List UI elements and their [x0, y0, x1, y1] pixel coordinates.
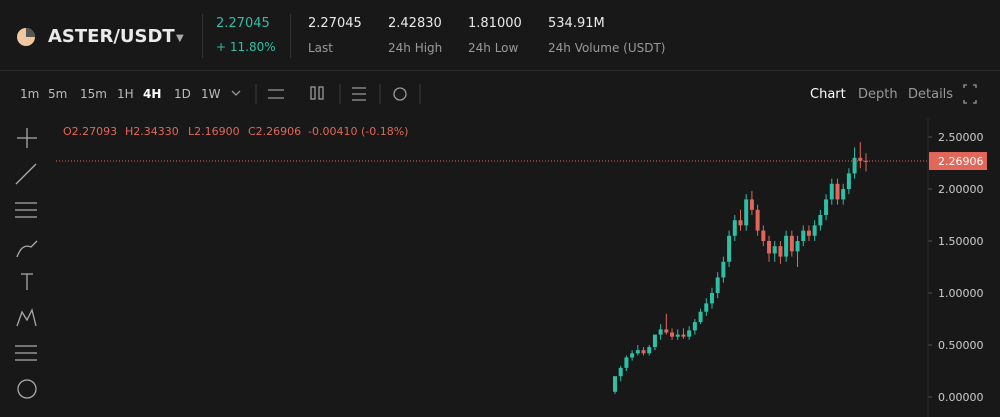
- candle-body: [812, 225, 817, 236]
- legend-close: C2.26906: [248, 125, 301, 138]
- candle-body: [789, 235, 794, 252]
- y-tick-label: 1.00000: [938, 287, 984, 300]
- candle-body: [784, 235, 789, 257]
- candle-body: [709, 293, 714, 304]
- change: + 11.80%: [216, 40, 276, 54]
- interval-button[interactable]: 4H: [143, 87, 162, 101]
- drawing-tools: [15, 128, 38, 399]
- candle-body: [664, 329, 669, 333]
- candle-body: [778, 246, 783, 257]
- candle-body: [670, 332, 675, 337]
- candle-body: [692, 322, 697, 331]
- stat-label: 24h Low: [468, 41, 519, 55]
- y-tick-label: 2.50000: [938, 131, 984, 144]
- stat-value: 534.91M: [548, 16, 605, 31]
- candle-body: [806, 230, 811, 236]
- candle-body: [658, 329, 663, 335]
- y-tick-label: 0.50000: [938, 339, 984, 352]
- candle-body: [652, 334, 657, 348]
- interval-button[interactable]: 5m: [48, 87, 68, 101]
- y-tick-label: 1.50000: [938, 235, 984, 248]
- candle-body: [772, 246, 777, 254]
- stat-label: 24h Volume (USDT): [548, 41, 666, 55]
- interval-button[interactable]: 1m: [20, 87, 40, 101]
- toolbar: 1m 5m 15m 1H 4H 1D 1W Chart Depth Details: [0, 78, 1000, 110]
- y-tick-label: 2.00000: [938, 183, 984, 196]
- candle-body: [852, 157, 857, 174]
- candle-body: [738, 220, 743, 226]
- candle-body: [715, 277, 720, 293]
- candle-body: [618, 367, 623, 377]
- stat-label: Last: [308, 41, 333, 55]
- candle-body: [727, 235, 732, 262]
- candle-body: [818, 215, 823, 226]
- candle-body: [635, 350, 640, 354]
- candle-body: [647, 347, 652, 354]
- view-tab[interactable]: Chart: [810, 87, 846, 102]
- interval-button[interactable]: 1W: [201, 87, 221, 101]
- interval-button[interactable]: 1D: [174, 87, 191, 101]
- separator: [290, 14, 291, 58]
- candle-body: [698, 311, 703, 323]
- candle-body: [613, 376, 617, 392]
- candle-body: [687, 330, 692, 337]
- candle-body: [641, 350, 646, 354]
- candle-body: [732, 220, 737, 236]
- candle-body: [624, 357, 629, 368]
- candle-body: [704, 303, 709, 312]
- candle-body: [795, 241, 800, 252]
- candle-body: [749, 199, 754, 210]
- stat-value: 1.81000: [468, 16, 522, 31]
- candle-body: [841, 189, 846, 200]
- interval-button[interactable]: 1H: [117, 87, 134, 101]
- candle-body: [858, 157, 863, 161]
- candle-body: [824, 199, 829, 215]
- legend-change: -0.00410 (-0.18%): [308, 125, 408, 138]
- candle-body: [835, 183, 840, 200]
- separator: [202, 14, 203, 58]
- dropdown[interactable]: ▼: [176, 33, 184, 44]
- candle-body: [761, 230, 766, 241]
- last-price-label: 2.26906: [938, 155, 984, 168]
- candle-body: [744, 199, 749, 226]
- stat-value: 2.27045: [308, 16, 362, 31]
- candle-body: [681, 334, 686, 337]
- price: 2.27045: [216, 16, 270, 31]
- stat-value: 2.42830: [388, 16, 442, 31]
- header: ASTER/USDT ▼ 2.27045 + 11.80% 2.27045 Las…: [0, 0, 1000, 71]
- candle-body: [846, 173, 851, 189]
- stat-label: 24h High: [388, 41, 443, 55]
- candle-body: [767, 241, 772, 254]
- candle-body: [755, 209, 760, 231]
- last-price-tag: [929, 152, 987, 171]
- interval-button[interactable]: 15m: [80, 87, 107, 101]
- logo: [17, 28, 35, 46]
- legend-low: L2.16900: [188, 125, 240, 138]
- view-tab[interactable]: Details: [908, 87, 954, 102]
- candle-body: [801, 230, 806, 241]
- candle-body: [721, 261, 726, 278]
- y-tick-label: 0.00000: [938, 391, 984, 404]
- candle-body: [829, 183, 834, 200]
- candle-body: [630, 353, 635, 358]
- view-tab[interactable]: Depth: [858, 87, 898, 102]
- candle-body: [675, 334, 680, 337]
- legend-open: O2.27093: [63, 125, 117, 138]
- pair[interactable]: ASTER/USDT: [48, 26, 175, 47]
- legend-high: H2.34330: [125, 125, 179, 138]
